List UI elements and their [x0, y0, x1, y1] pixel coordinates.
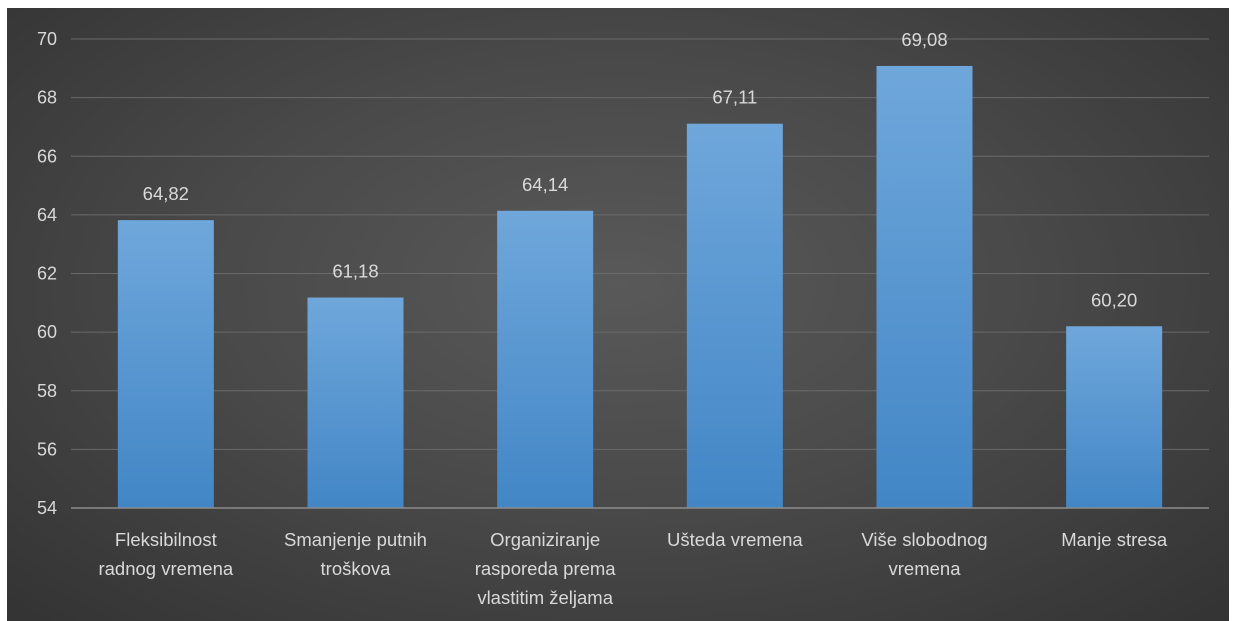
x-tick-label: Manje stresa: [1061, 529, 1168, 550]
x-tick-label: Fleksibilnost radnog vremena: [98, 529, 233, 579]
data-label: 69,08: [901, 29, 947, 50]
bar: [1066, 326, 1163, 508]
bar: [876, 65, 973, 508]
bar: [307, 297, 404, 508]
data-labels: 64,82 61,18 64,14 67,11 69,08 60,20: [143, 29, 1138, 310]
x-tick-label: Organiziranje rasporeda prema vlastitim že…: [475, 529, 617, 608]
bar: [686, 123, 783, 508]
bars: [117, 65, 1163, 509]
x-tick-label: Više slobodnog vremena: [861, 529, 987, 579]
y-tick-label: 58: [37, 381, 57, 401]
bar: [497, 210, 594, 509]
bar: [117, 220, 214, 508]
category-labels: Fleksibilnost radnog vremena Smanjenje put…: [98, 529, 1167, 608]
y-tick-label: 66: [37, 146, 57, 166]
y-tick-label: 56: [37, 439, 57, 459]
gridlines: [71, 38, 1209, 450]
data-label: 64,14: [522, 174, 568, 195]
y-tick-label: 70: [37, 29, 57, 49]
y-tick-label: 54: [37, 498, 57, 518]
data-label: 64,82: [143, 183, 189, 204]
y-tick-label: 62: [37, 264, 57, 284]
y-tick-label: 68: [37, 88, 57, 108]
data-label: 67,11: [712, 87, 757, 108]
x-tick-label: Ušteda vremena: [667, 529, 803, 550]
data-label: 61,18: [332, 261, 378, 282]
x-tick-label: Smanjenje putnih troškova: [284, 529, 427, 579]
y-tick-label: 64: [37, 205, 57, 225]
data-label: 60,20: [1091, 289, 1137, 310]
y-tick-label: 60: [37, 322, 57, 342]
y-axis-ticks: 54 56 58 60 62 64 66 68 70: [37, 29, 57, 518]
